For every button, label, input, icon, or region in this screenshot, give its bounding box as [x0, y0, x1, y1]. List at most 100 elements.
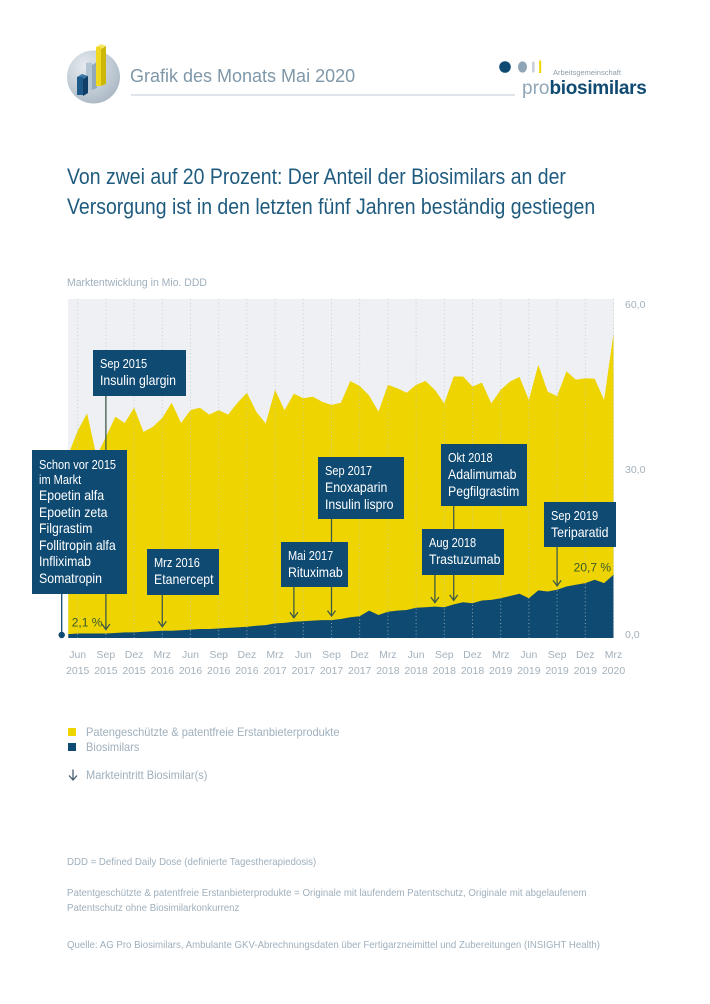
- y-tick-label: 30,0: [625, 464, 646, 476]
- legend-item-biosimilars: Biosimilars: [68, 740, 144, 754]
- x-tick-label-month: Jun: [520, 649, 537, 661]
- x-tick-label-year: 2020: [602, 665, 626, 677]
- legend-label: Patengeschützte & patentfreie Erstanbiet…: [86, 725, 340, 739]
- x-tick-label-month: Dez: [350, 649, 369, 661]
- x-tick-label-year: 2017: [348, 665, 372, 677]
- annotation-date: Okt 2018: [448, 451, 493, 465]
- x-tick-label-year: 2016: [179, 665, 203, 677]
- x-tick-label-month: Mrz: [605, 649, 623, 661]
- legend-label: Markteintritt Biosimilar(s): [86, 768, 208, 782]
- annotation-drug: Insulin glargin: [100, 372, 177, 388]
- annotation-date: Aug 2018: [429, 536, 477, 550]
- headline-line: Von zwei auf 20 Prozent: Der Anteil der …: [67, 164, 566, 189]
- x-tick-label-month: Dez: [576, 649, 595, 661]
- market-entry-arrowhead-icon: [289, 611, 299, 619]
- legend-swatch-yellow: [68, 728, 76, 736]
- annotation-drug: Adalimumab: [448, 466, 517, 482]
- annotation-drug: Enoxaparin: [325, 479, 388, 495]
- arrow-down-icon: [68, 769, 78, 781]
- x-tick-label-month: Dez: [463, 649, 482, 661]
- footnote-text: Patentschutz ohne Biosimilarkonkurrenz: [67, 902, 240, 914]
- x-tick-label-month: Sep: [548, 649, 567, 661]
- x-tick-label-month: Jun: [408, 649, 425, 661]
- annotation-date: Sep 2019: [551, 509, 599, 523]
- brand-prefix: pro: [522, 78, 550, 99]
- footnote-text: DDD = Defined Daily Dose (definierte Tag…: [67, 856, 317, 868]
- brand-logo-text: probiosimilars: [522, 78, 647, 100]
- y-tick-label: 0,0: [625, 629, 640, 641]
- x-tick-label-year: 2019: [574, 665, 598, 677]
- annotation-drug: Teriparatid: [551, 524, 609, 540]
- market-entry-arrowhead-icon: [552, 579, 562, 587]
- x-tick-label-year: 2018: [376, 665, 400, 677]
- x-tick-label-year: 2019: [517, 665, 541, 677]
- x-tick-label-month: Mrz: [492, 649, 510, 661]
- annotation-drug: Insulin lispro: [325, 495, 394, 512]
- x-tick-label-year: 2015: [122, 665, 146, 677]
- x-tick-label-month: Sep: [97, 649, 116, 661]
- x-tick-label-month: Mrz: [154, 649, 172, 661]
- annotation-box-pre-2015: Schon vor 2015 im Markt Epoetin alfa Epo…: [32, 450, 127, 594]
- footnote-text: Quelle: AG Pro Biosimilars, Ambulante GK…: [67, 939, 600, 951]
- x-tick-label-month: Mrz: [379, 649, 397, 661]
- annotation-drug: Filgrastim: [39, 520, 93, 536]
- x-tick-label-year: 2019: [489, 665, 513, 677]
- annotation-drug: Pegfilgrastim: [448, 482, 520, 499]
- series-area-biosimilars: [68, 574, 614, 638]
- y-axis-title-text: Marktentwicklung in Mio. DDD: [67, 277, 207, 289]
- x-tick-label-month: Dez: [238, 649, 257, 661]
- footnote-originals: Patentgeschützte & patentfreie Erstanbie…: [67, 886, 632, 916]
- x-tick-label-month: Mrz: [266, 649, 284, 661]
- annotation-box-aug-2018: Aug 2018 Trastuzumab: [422, 529, 504, 575]
- legend-label: Biosimilars: [86, 740, 140, 754]
- x-tick-label-year: 2015: [66, 665, 90, 677]
- annotation-date: Mrz 2016: [154, 556, 200, 570]
- annotation-box-mai-2017: Mai 2017 Rituximab: [281, 542, 348, 587]
- x-tick-label-year: 2018: [461, 665, 485, 677]
- brand-logo-marks-icon: [499, 60, 542, 73]
- market-entry-arrowhead-icon: [101, 623, 111, 631]
- headline: Von zwei auf 20 Prozent: Der Anteil der …: [67, 162, 664, 222]
- brand-name: biosimilars: [549, 78, 647, 99]
- legend-item-originals: Patengeschützte & patentfreie Erstanbiet…: [68, 725, 362, 739]
- annotation-box-okt-2018: Okt 2018 Adalimumab Pegfilgrastim: [441, 444, 527, 506]
- x-tick-label-month: Jun: [182, 649, 199, 661]
- annotation-date: Mai 2017: [288, 549, 334, 563]
- footnote-ddd: DDD = Defined Daily Dose (definierte Tag…: [67, 855, 338, 870]
- x-tick-label-month: Jun: [295, 649, 312, 661]
- annotation-dot: [58, 631, 65, 639]
- market-entry-arrowhead-icon: [430, 596, 440, 604]
- brand-tagline: Arbeitsgemeinschaft: [553, 68, 621, 77]
- market-entry-arrowhead-icon: [326, 610, 337, 618]
- x-tick-label-month: Sep: [209, 649, 228, 661]
- annotation-date: Sep 2017: [325, 464, 373, 478]
- share-value-label: 20,7 %: [574, 561, 612, 575]
- x-tick-label-year: 2017: [292, 665, 316, 677]
- footnote-source: Quelle: AG Pro Biosimilars, Ambulante GK…: [67, 938, 646, 953]
- annotation-date: im Markt: [39, 472, 82, 487]
- annotation-drug: Infliximab: [39, 553, 92, 569]
- annotation-drug: Somatropin: [39, 569, 103, 586]
- x-tick-label-year: 2018: [404, 665, 428, 677]
- annotation-drug: Epoetin alfa: [39, 487, 105, 503]
- annotation-drug: Etanercept: [154, 571, 214, 587]
- x-tick-label-year: 2015: [94, 665, 118, 677]
- legend-swatch-navy: [68, 743, 76, 751]
- annotation-drug: Trastuzumab: [429, 551, 501, 567]
- x-tick-label-month: Sep: [435, 649, 454, 661]
- annotation-box-sep-2017: Sep 2017 Enoxaparin Insulin lispro: [318, 457, 404, 519]
- annotation-box-mrz-2016: Mrz 2016 Etanercept: [147, 549, 219, 595]
- header-title: Grafik des Monats Mai 2020: [130, 66, 356, 86]
- y-tick-label: 60,0: [625, 299, 646, 311]
- annotation-box-sep-2019: Sep 2019 Teriparatid: [544, 502, 616, 547]
- annotation-drug: Epoetin zeta: [39, 503, 108, 520]
- headline-line: Versorgung ist in den letzten fünf Jahre…: [67, 194, 596, 219]
- x-tick-label-year: 2019: [545, 665, 569, 677]
- x-tick-label-month: Jun: [69, 649, 86, 661]
- annotation-box-sep-2015: Sep 2015 Insulin glargin: [93, 350, 186, 396]
- annotation-date: Sep 2015: [100, 357, 148, 371]
- share-value-label: 2,1 %: [72, 616, 103, 630]
- chart-y-axis-title: Marktentwicklung in Mio. DDD: [67, 276, 214, 290]
- x-tick-label-year: 2016: [207, 665, 231, 677]
- chart-logo-icon: [67, 44, 120, 104]
